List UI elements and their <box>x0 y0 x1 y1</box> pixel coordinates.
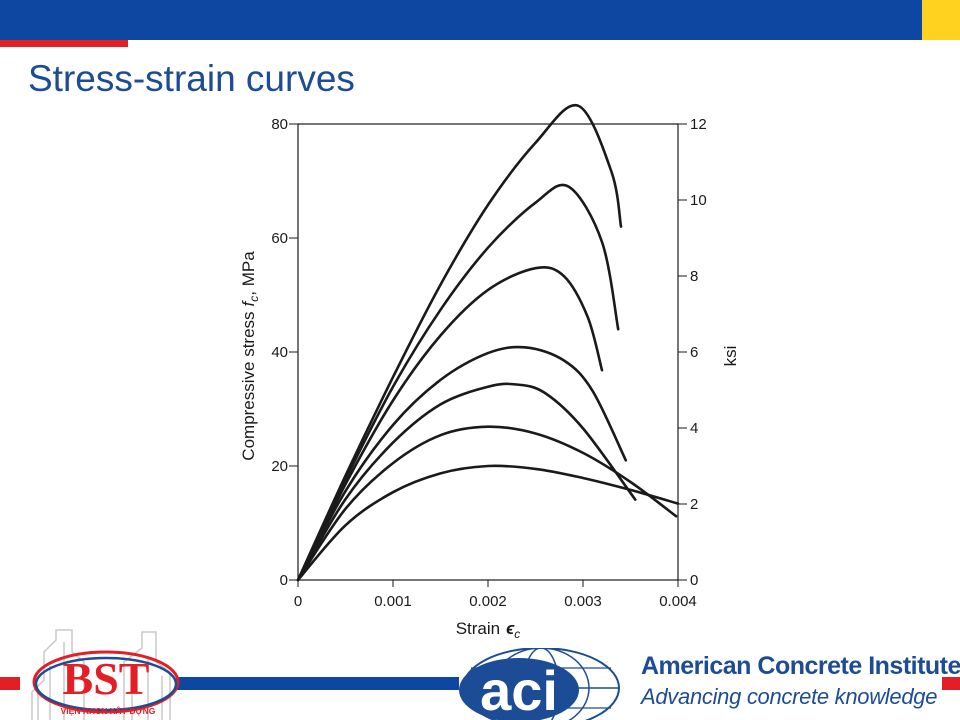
aci-logo: aci <box>459 648 620 720</box>
slide-title: Stress-strain curves <box>28 58 355 99</box>
bst-caption: VIỆN KHCN XÂY DỰNG <box>61 705 156 716</box>
y2-tick-label: 12 <box>690 116 707 133</box>
x-tick-label: 0 <box>294 593 302 610</box>
y2-tick-label: 0 <box>690 572 698 589</box>
y2-tick-label: 6 <box>690 344 698 361</box>
stress-strain-curve-1 <box>296 464 680 582</box>
x-tick-label: 0.003 <box>564 593 602 610</box>
y-tick-label: 20 <box>271 458 288 475</box>
aci-tagline: Advancing concrete knowledge <box>641 684 938 709</box>
y2-tick-label: 4 <box>690 420 698 437</box>
y2-tick-label: 10 <box>690 192 707 209</box>
stress-strain-curve-5 <box>296 266 604 582</box>
x-tick-label: 0.002 <box>469 593 507 610</box>
y-axis-label: Compressive stressfc, MPa <box>239 251 261 461</box>
y-tick-label: 80 <box>271 116 288 133</box>
y2-tick-label: 8 <box>690 268 698 285</box>
footer-accent-red-right <box>942 677 960 690</box>
stress-strain-curve-2 <box>296 425 678 582</box>
y2-tick-label: 2 <box>690 496 698 513</box>
x-axis-label: Strain ϵc <box>456 619 521 641</box>
aci-letters: aci <box>480 659 558 720</box>
footer-bar <box>176 677 459 690</box>
x-tick-label: 0.001 <box>374 593 412 610</box>
stress-strain-curve-6 <box>296 183 620 582</box>
stress-strain-curve-3 <box>296 382 637 582</box>
top-accent-red <box>0 40 128 47</box>
y2-axis-label: ksi <box>721 346 740 367</box>
aci-organization-name: American Concrete Institute® <box>641 652 960 680</box>
stress-strain-curve-7 <box>296 103 623 582</box>
y-tick-label: 60 <box>271 230 288 247</box>
bst-institute-logo: BST VIỆN KHCN XÂY DỰNG <box>31 629 180 720</box>
stress-strain-curve-4 <box>296 345 628 582</box>
footer-accent-red-left <box>0 677 20 690</box>
y-tick-label: 0 <box>280 572 288 589</box>
stress-strain-chart: 0 0.001 0.002 0.003 0.004020406080024681012 … <box>239 103 740 641</box>
x-tick-label: 0.004 <box>659 593 697 610</box>
top-accent-yellow <box>922 0 960 40</box>
top-header-bar <box>0 0 922 40</box>
bst-letters: BST <box>63 653 150 704</box>
y-tick-label: 40 <box>271 344 288 361</box>
